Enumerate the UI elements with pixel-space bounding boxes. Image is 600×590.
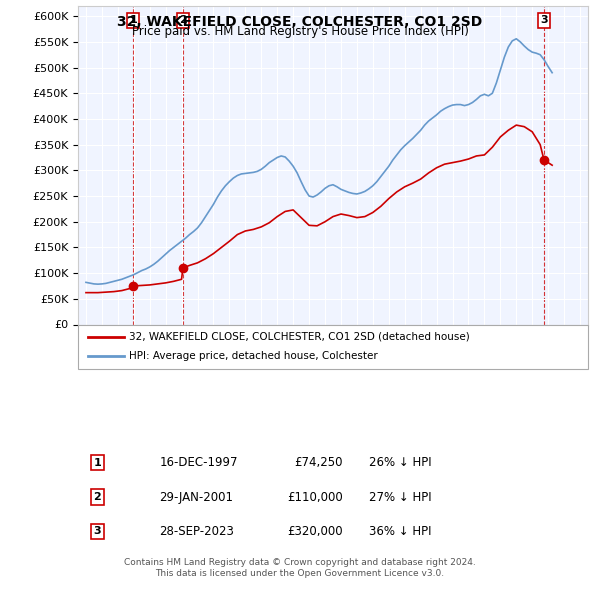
Text: Price paid vs. HM Land Registry's House Price Index (HPI): Price paid vs. HM Land Registry's House … xyxy=(131,25,469,38)
Text: 32, WAKEFIELD CLOSE, COLCHESTER, CO1 2SD (detached house): 32, WAKEFIELD CLOSE, COLCHESTER, CO1 2SD… xyxy=(129,332,470,342)
Text: 3: 3 xyxy=(540,15,548,25)
Text: £320,000: £320,000 xyxy=(287,525,343,538)
Text: 26% ↓ HPI: 26% ↓ HPI xyxy=(368,456,431,469)
Text: £74,250: £74,250 xyxy=(295,456,343,469)
FancyBboxPatch shape xyxy=(78,324,588,369)
Text: 1: 1 xyxy=(129,15,137,25)
Text: 27% ↓ HPI: 27% ↓ HPI xyxy=(368,490,431,504)
Text: 28-SEP-2023: 28-SEP-2023 xyxy=(160,525,235,538)
Text: 16-DEC-1997: 16-DEC-1997 xyxy=(160,456,238,469)
Text: 3: 3 xyxy=(94,526,101,536)
Text: 29-JAN-2001: 29-JAN-2001 xyxy=(160,490,233,504)
Text: Contains HM Land Registry data © Crown copyright and database right 2024.: Contains HM Land Registry data © Crown c… xyxy=(124,558,476,566)
Text: 36% ↓ HPI: 36% ↓ HPI xyxy=(368,525,431,538)
Text: 2: 2 xyxy=(179,15,187,25)
Text: 32, WAKEFIELD CLOSE, COLCHESTER, CO1 2SD: 32, WAKEFIELD CLOSE, COLCHESTER, CO1 2SD xyxy=(118,15,482,29)
Text: 2: 2 xyxy=(94,492,101,502)
Text: £110,000: £110,000 xyxy=(287,490,343,504)
Text: 1: 1 xyxy=(94,458,101,468)
Text: HPI: Average price, detached house, Colchester: HPI: Average price, detached house, Colc… xyxy=(129,352,378,361)
Text: This data is licensed under the Open Government Licence v3.0.: This data is licensed under the Open Gov… xyxy=(155,569,445,578)
